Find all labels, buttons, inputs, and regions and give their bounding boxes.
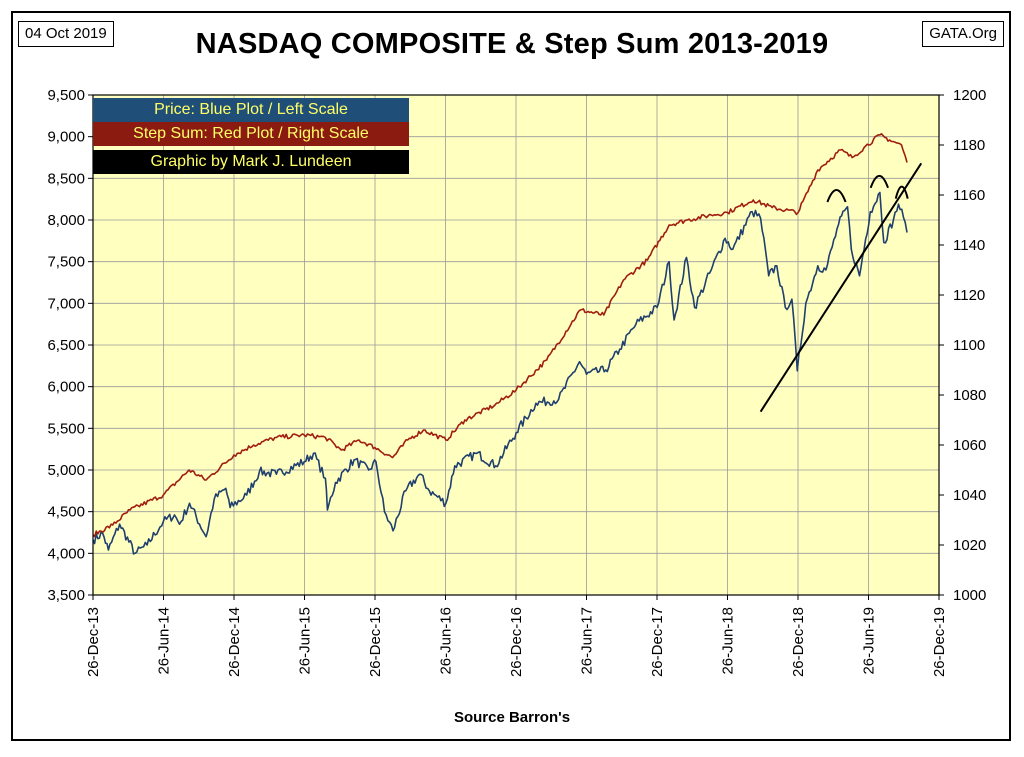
y-left-tick-label: 7,500 [47,254,85,271]
x-axis-label: Source Barron's [453,709,571,726]
y-left-tick-label: 4,500 [47,504,85,521]
legend-price: Price: Blue Plot / Left Scale [93,98,409,122]
series-line-2 [92,133,908,538]
y-right-tick-label: 1180 [953,137,985,154]
y-left-tick-label: 6,500 [47,337,85,354]
date-label: 04 Oct 2019 [18,21,114,47]
y-left-tick-label: 8,000 [47,212,85,229]
legend-step-sum: Step Sum: Red Plot / Right Scale [93,122,409,146]
x-tick-label: 26-Jun-14 [156,607,173,675]
x-tick-label: 26-Dec-18 [790,607,807,677]
x-tick-label: 26-Dec-16 [508,607,525,677]
x-tick-label: 26-Dec-14 [226,607,243,677]
top-arc [826,189,847,203]
chart-title: NASDAQ COMPOSITE & Step Sum 2013-2019 [195,28,829,60]
y-left-tick-label: 9,000 [47,129,85,146]
y-right-tick-label: 1040 [953,487,986,504]
x-tick-label: 26-Dec-15 [367,607,384,677]
y-left-tick-label: 6,000 [47,379,85,396]
annotation-layer [759,162,923,413]
x-tick-label: 26-Jun-17 [579,607,596,675]
y-left-tick-label: 3,500 [47,587,85,604]
y-right-tick-label: 1200 [953,87,986,104]
grid-lines [93,95,939,595]
y-right-tick-label: 1120 [953,287,985,304]
x-tick-label: 26-Jun-16 [438,607,455,675]
y-right-tick-label: 1060 [953,437,986,454]
legend-author: Graphic by Mark J. Lundeen [93,150,409,174]
series-line-1 [92,191,908,555]
y-right-tick-label: 1140 [953,237,985,254]
y-right-tick-label: 1100 [953,337,985,354]
y-left-tick-label: 7,000 [47,295,85,312]
x-tick-label: 26-Jun-18 [720,607,737,675]
trendline [759,162,923,413]
x-tick-label: 26-Dec-13 [85,607,102,677]
y-right-tick-label: 1080 [953,387,986,404]
top-arc [894,185,909,199]
y-left-tick-label: 4,000 [47,545,85,562]
y-right-tick-label: 1000 [953,587,986,604]
y-left-tick-label: 5,500 [47,420,85,437]
y-right-tick-label: 1160 [953,187,985,204]
x-tick-label: 26-Jun-19 [861,607,878,675]
site-label: GATA.Org [922,21,1004,47]
tick-labels: 3,500 4,000 4,500 5,000 5,500 6,000 6,500 7,000… [47,87,986,677]
y-right-tick-label: 1020 [953,537,986,554]
series-layer [92,133,908,555]
x-tick-label: 26-Dec-19 [931,607,948,677]
x-tick-label: 26-Jun-15 [297,607,314,675]
top-arc [869,174,889,189]
x-tick-label: 26-Dec-17 [649,607,666,677]
y-left-tick-label: 5,000 [47,462,85,479]
y-left-tick-label: 9,500 [47,87,85,104]
y-left-tick-label: 8,500 [47,170,85,187]
